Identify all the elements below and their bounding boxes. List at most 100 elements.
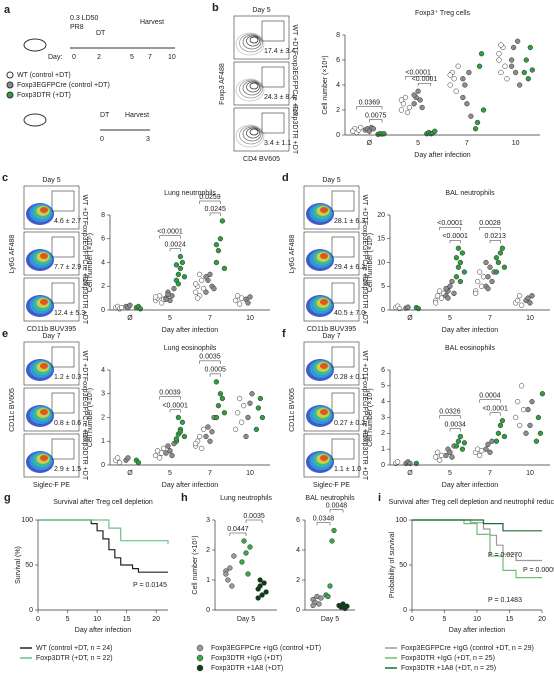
y-tick-label: 2 bbox=[101, 414, 105, 421]
dot bbox=[245, 414, 251, 421]
dot bbox=[152, 452, 159, 459]
x-axis-title: Day after infection bbox=[414, 152, 471, 159]
annotation: P = 0.0145 bbox=[133, 582, 167, 589]
flow-day: Day 5 bbox=[42, 177, 60, 184]
p-value: <0.0001 bbox=[162, 402, 188, 409]
row-label: Foxp3DTR +DT bbox=[291, 105, 298, 155]
bracket bbox=[209, 373, 221, 377]
density bbox=[242, 80, 262, 96]
y-tick-label: 4 bbox=[101, 367, 105, 374]
dot bbox=[411, 101, 417, 107]
p-value: 0.0039 bbox=[159, 389, 181, 396]
row-label: WT +DT bbox=[291, 24, 298, 51]
dot bbox=[215, 402, 222, 409]
p-value: 0.0028 bbox=[479, 220, 501, 227]
dot bbox=[487, 449, 493, 455]
dot bbox=[198, 445, 205, 452]
row-label: Foxp3EGFPCre +DT bbox=[81, 377, 88, 443]
gate-value: 12.4 ± 5.3 bbox=[54, 310, 85, 317]
dot bbox=[181, 274, 188, 280]
bracket bbox=[356, 106, 383, 110]
p-value: 0.0034 bbox=[444, 421, 466, 428]
y-tick-label: 50 bbox=[399, 562, 407, 569]
p-value: 0.0245 bbox=[204, 206, 226, 213]
y-tick-label: 100 bbox=[21, 517, 33, 524]
p-value: 0.0213 bbox=[484, 233, 506, 240]
flow-x-axis: Siglec-F PE bbox=[313, 482, 350, 489]
dot bbox=[344, 603, 350, 609]
p-value: 0.0369 bbox=[359, 99, 381, 106]
dot bbox=[241, 538, 247, 544]
dt-label: DT bbox=[100, 112, 110, 119]
dot bbox=[263, 589, 269, 595]
y-tick-label: 0 bbox=[381, 307, 385, 314]
dot bbox=[196, 433, 203, 440]
dot bbox=[173, 262, 180, 268]
dot bbox=[512, 69, 519, 76]
dot bbox=[436, 457, 443, 463]
dot bbox=[478, 51, 485, 57]
annotation: P = 0.1483 bbox=[488, 597, 522, 604]
gate-value: 1.2 ± 0.3 bbox=[54, 374, 81, 381]
x-axis-title: Day 5 bbox=[321, 616, 339, 623]
bracket bbox=[439, 227, 461, 231]
dot bbox=[523, 57, 529, 63]
p-value: 0.0348 bbox=[313, 515, 335, 522]
dot bbox=[417, 97, 423, 103]
dot bbox=[160, 445, 167, 452]
dot bbox=[464, 101, 470, 107]
dot bbox=[453, 88, 459, 94]
panel-label: c bbox=[2, 172, 8, 184]
gate bbox=[51, 282, 75, 304]
day: 7 bbox=[148, 54, 152, 61]
dot bbox=[236, 301, 243, 307]
density bbox=[40, 207, 48, 213]
dot bbox=[472, 290, 479, 297]
bracket bbox=[449, 240, 461, 244]
day: 10 bbox=[168, 54, 176, 61]
dot bbox=[177, 429, 184, 435]
dot bbox=[480, 274, 487, 280]
dot bbox=[158, 450, 165, 456]
legend-marker bbox=[6, 81, 14, 89]
panel-label: b bbox=[212, 2, 219, 14]
y-tick-label: 3 bbox=[381, 414, 385, 421]
p-value: 0.0004 bbox=[479, 393, 501, 400]
dot bbox=[211, 285, 217, 292]
density bbox=[242, 34, 262, 50]
mouse-icon bbox=[23, 113, 47, 127]
survival-line bbox=[412, 519, 542, 562]
dot bbox=[219, 218, 226, 224]
x-tick-label: 5 bbox=[443, 616, 447, 623]
dot bbox=[169, 452, 175, 459]
y-tick-label: 1 bbox=[381, 446, 385, 453]
gate bbox=[261, 66, 285, 88]
y-tick-label: 4 bbox=[381, 399, 385, 406]
x-axis-title: Day after infection bbox=[162, 482, 219, 489]
flow-x-axis: Siglec-F PE bbox=[33, 482, 70, 489]
gate-value: 17.4 ± 3.4 bbox=[264, 48, 295, 55]
x-tick-label: 7 bbox=[208, 315, 212, 322]
x-tick-label: Ø bbox=[367, 140, 373, 147]
row-label: Foxp3EGFPCre +DT bbox=[81, 221, 88, 287]
dot bbox=[489, 438, 495, 444]
p-value: <0.0001 bbox=[442, 233, 468, 240]
dot bbox=[443, 452, 449, 459]
legend-text: Foxp3DTR +1A8 (+DT) bbox=[211, 665, 283, 672]
dot bbox=[225, 577, 231, 583]
dot bbox=[381, 131, 387, 137]
dot bbox=[483, 259, 489, 266]
x-tick-label: 10 bbox=[246, 315, 254, 322]
bracket bbox=[489, 240, 501, 244]
y-axis-title: Cell number (×10⁴) bbox=[322, 55, 329, 114]
y-tick-label: 6 bbox=[296, 517, 300, 524]
density bbox=[246, 81, 260, 93]
dot bbox=[447, 283, 453, 289]
bracket bbox=[229, 532, 247, 536]
gate-value: 1.1 ± 1.0 bbox=[334, 466, 361, 473]
y-tick-label: 4 bbox=[296, 547, 300, 554]
gate-value: 40.5 ± 7.0 bbox=[334, 310, 365, 317]
x-tick-label: 7 bbox=[488, 315, 492, 322]
dot bbox=[261, 580, 267, 586]
density bbox=[40, 409, 48, 415]
